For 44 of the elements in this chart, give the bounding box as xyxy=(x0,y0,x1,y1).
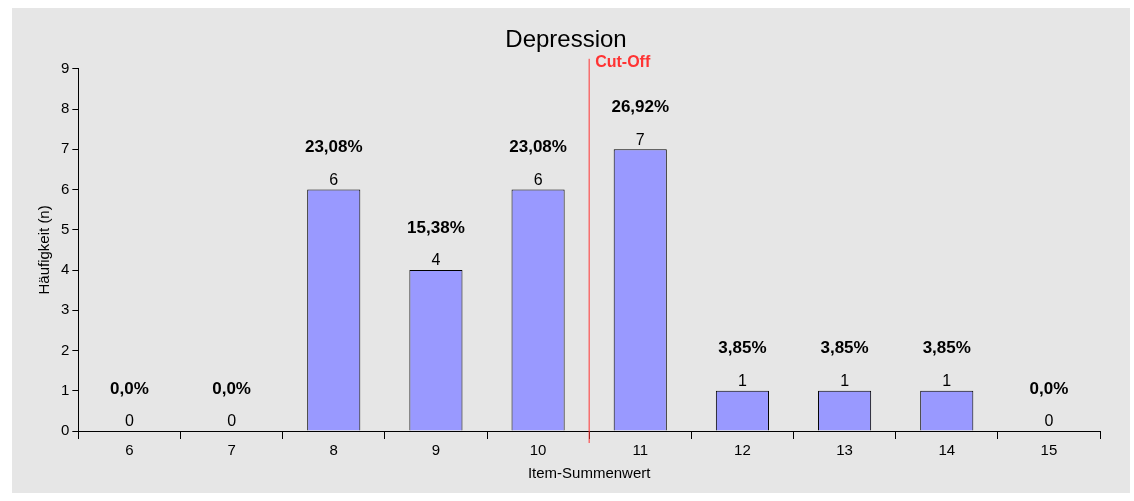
y-axis-title: Häufigkeit (n) xyxy=(35,205,53,295)
x-axis-title: Item-Summenwert xyxy=(527,464,652,482)
annotation: 0,0% xyxy=(1029,378,1069,398)
data-label: 4 xyxy=(431,251,441,269)
data-label: 7 xyxy=(635,130,645,148)
y-tick-label: 5 xyxy=(61,219,70,237)
x-tick-label: 14 xyxy=(938,441,956,459)
x-tick-label: 7 xyxy=(227,441,236,459)
annotation: 3,85% xyxy=(718,338,767,358)
annotation: 3,85% xyxy=(820,338,869,358)
data-label: 6 xyxy=(329,170,339,188)
x-tick-label: 9 xyxy=(431,441,441,459)
x-tick-label: 6 xyxy=(125,441,134,459)
y-tick-label: 0 xyxy=(61,421,70,439)
annotation: 0,0% xyxy=(110,378,149,398)
x-tick-label: 13 xyxy=(836,441,853,459)
annotation: 15,38% xyxy=(407,217,465,237)
x-tick-label: 8 xyxy=(329,441,338,459)
y-tick-label: 2 xyxy=(61,340,70,358)
annotation: 23,08% xyxy=(304,137,363,157)
x-tick-label: 10 xyxy=(529,441,547,459)
x-tick-label: 11 xyxy=(632,441,649,459)
y-tick-label: 1 xyxy=(61,380,70,398)
y-tick-label: 4 xyxy=(61,260,70,278)
annotation: 23,08% xyxy=(509,137,567,157)
x-tick-label: 15 xyxy=(1040,441,1058,459)
ref-line-label: Cut-Off xyxy=(595,53,651,71)
chart-title: Depression xyxy=(505,25,627,53)
data-label: 0 xyxy=(1044,412,1054,430)
y-tick-label: 3 xyxy=(61,300,70,318)
y-tick-label: 9 xyxy=(61,58,70,76)
data-label: 1 xyxy=(942,372,952,390)
data-label: 0 xyxy=(227,412,237,430)
x-tick-label: 12 xyxy=(734,441,751,459)
y-tick-label: 6 xyxy=(61,179,70,197)
annotation: 26,92% xyxy=(611,96,670,116)
y-tick-label: 7 xyxy=(61,139,70,157)
data-label: 6 xyxy=(533,170,543,188)
annotation: 3,85% xyxy=(922,338,971,358)
data-label: 1 xyxy=(737,372,747,390)
data-label: 1 xyxy=(840,372,850,390)
data-label: 0 xyxy=(124,412,134,430)
annotation: 0,0% xyxy=(212,378,251,398)
y-tick-label: 8 xyxy=(61,99,70,117)
